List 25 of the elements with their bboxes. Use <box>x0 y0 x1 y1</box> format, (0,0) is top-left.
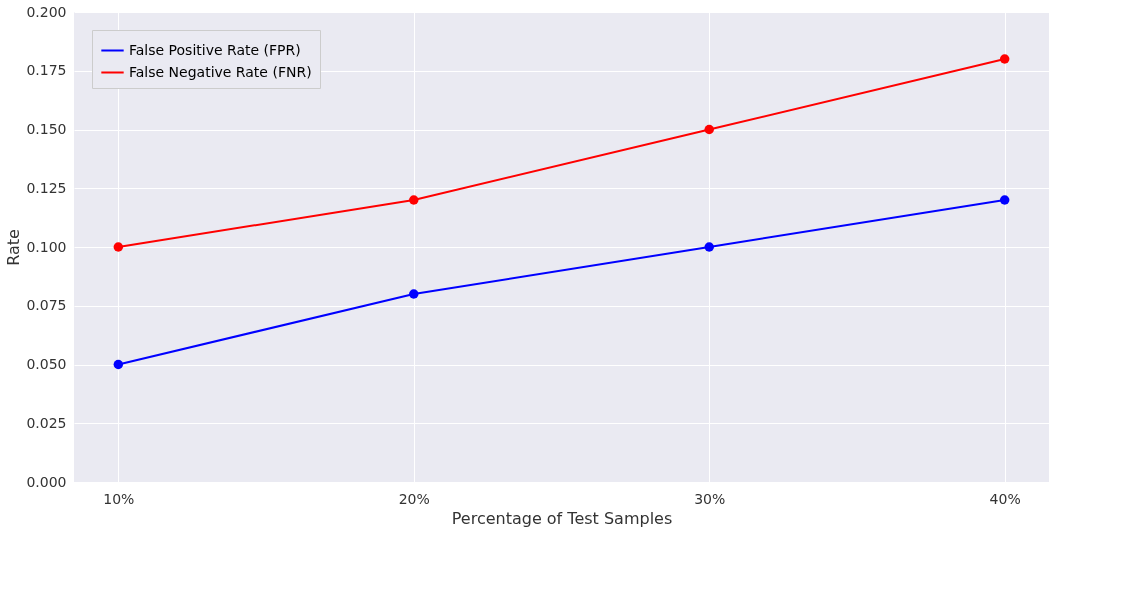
y-tick-label: 0.025 <box>26 414 67 431</box>
y-tick-label: 0.125 <box>26 179 67 196</box>
y-tick-label: 0.100 <box>26 238 67 255</box>
point <box>409 195 419 205</box>
x-axis-title: Percentage of Test Samples <box>451 508 673 528</box>
y-tick-label: 0.050 <box>26 356 67 372</box>
point <box>409 289 419 299</box>
y-axis-title: Rate <box>4 229 24 266</box>
point <box>999 54 1010 64</box>
point <box>113 242 124 252</box>
point <box>113 359 124 370</box>
legend-label: False Positive Rate (FPR) <box>129 41 301 58</box>
point <box>704 124 714 135</box>
y-tick-label: 0.200 <box>26 3 67 20</box>
x-tick-label: 40% <box>989 490 1021 507</box>
point <box>704 242 714 252</box>
x-tick-label: 10% <box>103 490 135 507</box>
x-tick-label: 30% <box>694 490 726 507</box>
y-tick-label: 0.000 <box>26 473 67 490</box>
point <box>999 195 1010 205</box>
legend-label: False Negative Rate (FNR) <box>129 63 312 80</box>
y-tick-label: 0.150 <box>26 121 67 137</box>
y-tick-label: 0.175 <box>26 62 67 79</box>
y-tick-label: 0.075 <box>26 297 67 314</box>
x-tick-label: 20% <box>398 490 430 507</box>
